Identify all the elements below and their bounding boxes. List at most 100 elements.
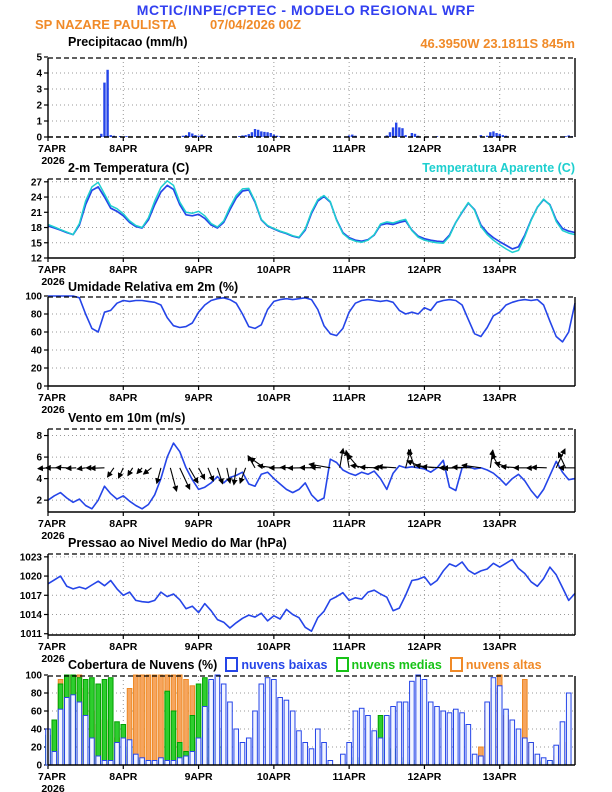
svg-text:100: 100 — [25, 671, 42, 682]
svg-text:6: 6 — [36, 453, 42, 464]
svg-text:2026: 2026 — [41, 276, 65, 288]
svg-text:8APR: 8APR — [109, 771, 137, 783]
svg-text:9APR: 9APR — [185, 641, 213, 653]
cloud-legend-row: Cobertura de Nuvens (%) nuvens baixas nu… — [68, 657, 578, 672]
svg-text:11APR: 11APR — [333, 264, 367, 276]
svg-text:18: 18 — [31, 223, 43, 234]
svg-text:60: 60 — [31, 707, 43, 718]
svg-text:11APR: 11APR — [333, 518, 367, 530]
svg-text:10APR: 10APR — [257, 264, 291, 276]
svg-text:8APR: 8APR — [109, 392, 137, 404]
svg-text:11APR: 11APR — [333, 392, 367, 404]
svg-text:2026: 2026 — [41, 404, 65, 416]
svg-text:20: 20 — [31, 364, 43, 375]
svg-text:2026: 2026 — [41, 653, 65, 665]
svg-text:13APR: 13APR — [483, 518, 517, 530]
svg-text:3: 3 — [36, 85, 42, 96]
svg-text:13APR: 13APR — [483, 771, 517, 783]
svg-text:1014: 1014 — [20, 610, 43, 621]
humidity-title: Umidade Relativa em 2m (%) — [68, 280, 239, 294]
cloud-cover-title: Cobertura de Nuvens (%) — [68, 657, 218, 672]
svg-text:7APR: 7APR — [38, 392, 66, 404]
precipitation-plot: 7APR 8APR 9APR 10APR 11APR 12APR 13APR 2026 0 1 2 3… — [36, 53, 576, 167]
svg-text:20: 20 — [31, 743, 43, 754]
svg-text:11APR: 11APR — [333, 771, 367, 783]
svg-text:5: 5 — [36, 53, 42, 64]
svg-text:8APR: 8APR — [109, 143, 137, 155]
svg-text:24: 24 — [31, 193, 43, 204]
svg-text:10APR: 10APR — [257, 771, 291, 783]
pressure-plot: 7APR 8APR 9APR 10APR 11APR 12APR 13APR 2026 1011… — [20, 552, 576, 665]
apparent-temperature-title: Temperatura Aparente (C) — [422, 161, 575, 175]
svg-text:21: 21 — [31, 208, 43, 219]
precipitation-title: Precipitacao (mm/h) — [68, 35, 188, 49]
svg-text:2: 2 — [36, 101, 42, 112]
svg-text:8APR: 8APR — [109, 518, 137, 530]
cloud-cover-plot: 7APR 8APR 9APR 10APR 11APR 12APR 13APR 2026 0 20 4… — [25, 671, 576, 792]
high-clouds-swatch-icon — [449, 657, 463, 672]
svg-text:40: 40 — [31, 725, 43, 736]
svg-text:2: 2 — [36, 496, 42, 507]
svg-text:12APR: 12APR — [407, 771, 441, 783]
mid-clouds-swatch-icon — [335, 657, 349, 672]
svg-text:0: 0 — [36, 133, 42, 144]
svg-text:13APR: 13APR — [483, 264, 517, 276]
svg-text:2026: 2026 — [41, 783, 65, 792]
svg-text:2026: 2026 — [41, 155, 65, 167]
svg-text:10APR: 10APR — [257, 392, 291, 404]
svg-text:12: 12 — [31, 254, 43, 265]
svg-text:7APR: 7APR — [38, 143, 66, 155]
svg-text:12APR: 12APR — [407, 392, 441, 404]
svg-text:9APR: 9APR — [185, 771, 213, 783]
pressure-title: Pressao ao Nivel Medio do Mar (hPa) — [68, 536, 287, 550]
svg-text:12APR: 12APR — [407, 518, 441, 530]
station-coordinates: 46.3950W 23.1811S 845m — [420, 36, 575, 51]
station-name: SP NAZARE PAULISTA — [35, 17, 177, 32]
svg-text:7APR: 7APR — [38, 518, 66, 530]
svg-text:13APR: 13APR — [483, 143, 517, 155]
svg-text:80: 80 — [31, 689, 43, 700]
humidity-plot: 7APR 8APR 9APR 10APR 11APR 12APR 13APR 2026 0 20 4… — [25, 292, 576, 416]
svg-text:12APR: 12APR — [407, 264, 441, 276]
svg-text:10APR: 10APR — [257, 518, 291, 530]
svg-text:11APR: 11APR — [333, 641, 367, 653]
svg-text:0: 0 — [36, 761, 42, 772]
svg-text:9APR: 9APR — [185, 518, 213, 530]
svg-text:13APR: 13APR — [483, 392, 517, 404]
svg-text:10APR: 10APR — [257, 641, 291, 653]
legend-high-clouds: nuvens altas — [449, 657, 542, 672]
svg-text:10APR: 10APR — [257, 143, 291, 155]
svg-text:9APR: 9APR — [185, 143, 213, 155]
svg-text:9APR: 9APR — [185, 264, 213, 276]
svg-text:8APR: 8APR — [109, 641, 137, 653]
svg-text:4: 4 — [36, 474, 42, 485]
wind-plot: 7APR 8APR 9APR 10APR 11APR 12APR 13APR 2026 2 4 6 8 — [36, 428, 576, 542]
svg-text:0: 0 — [36, 382, 42, 393]
svg-text:7APR: 7APR — [38, 641, 66, 653]
svg-text:80: 80 — [31, 310, 43, 321]
svg-text:60: 60 — [31, 328, 43, 339]
svg-text:11APR: 11APR — [333, 143, 367, 155]
svg-text:4: 4 — [36, 69, 42, 80]
run-datetime: 07/04/2026 00Z — [210, 17, 302, 32]
svg-text:1011: 1011 — [20, 629, 42, 640]
svg-text:2026: 2026 — [41, 530, 65, 542]
svg-text:9APR: 9APR — [185, 392, 213, 404]
svg-text:100: 100 — [25, 292, 42, 303]
svg-text:40: 40 — [31, 346, 43, 357]
legend-mid-clouds: nuvens medias — [335, 657, 442, 672]
svg-text:8APR: 8APR — [109, 264, 137, 276]
low-clouds-swatch-icon — [225, 657, 239, 672]
temperature-title: 2-m Temperatura (C) — [68, 161, 190, 175]
svg-text:1023: 1023 — [20, 552, 43, 563]
temperature-plot: 7APR 8APR 9APR 10APR 11APR 12APR 13APR 2026 12 15… — [31, 177, 576, 288]
legend-low-clouds: nuvens baixas — [225, 657, 328, 672]
wind-title: Vento em 10m (m/s) — [68, 411, 186, 425]
model-title: MCTIC/INPE/CPTEC - MODELO REGIONAL WRF — [136, 2, 476, 18]
svg-text:7APR: 7APR — [38, 771, 66, 783]
svg-text:7APR: 7APR — [38, 264, 66, 276]
svg-text:8: 8 — [36, 431, 42, 442]
svg-text:15: 15 — [31, 238, 43, 249]
svg-text:27: 27 — [31, 177, 43, 188]
